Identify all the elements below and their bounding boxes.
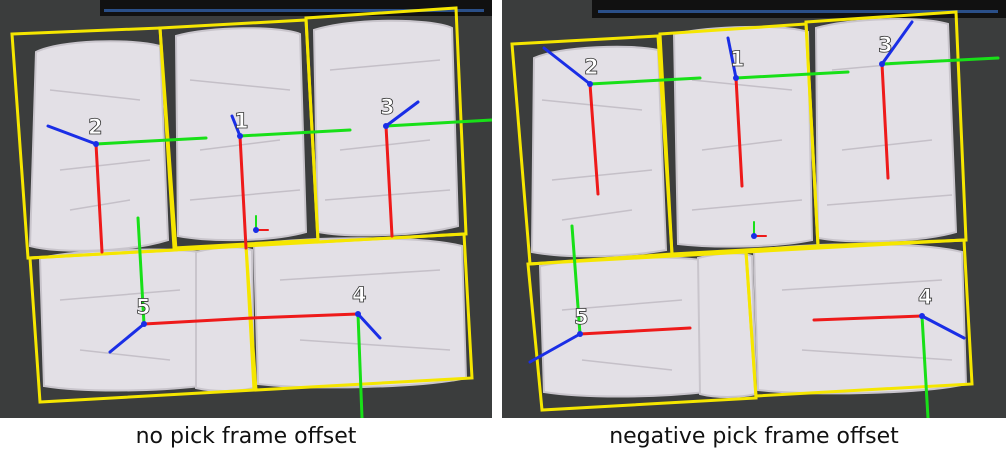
- caption-no-offset: no pick frame offset: [135, 424, 357, 449]
- blue-strip: [104, 9, 484, 12]
- wrinkles: [541, 59, 953, 371]
- pallet-photo: 1 2 3 4 5: [0, 0, 492, 418]
- bag-label-4: 4: [352, 283, 367, 307]
- frame-3: [383, 100, 492, 238]
- bag-label-5: 5: [136, 295, 151, 319]
- bag-label-1: 1: [730, 47, 745, 71]
- bounding-boxes: [510, 10, 974, 412]
- bounding-boxes: [10, 6, 474, 404]
- bbox-3: [304, 6, 468, 244]
- caption-negative-offset: negative pick frame offset: [609, 424, 899, 449]
- photo-panel-no-offset: 1 2 3 4 5: [0, 0, 492, 418]
- photo-panel-negative-offset: 1 2 3 4 5: [502, 0, 1006, 418]
- frame-2: [46, 124, 208, 254]
- bag-label-2: 2: [88, 115, 103, 139]
- bbox-3: [804, 10, 968, 248]
- bbox-5: [28, 244, 256, 404]
- bag-label-5: 5: [574, 305, 589, 329]
- frame-4: [812, 313, 966, 418]
- bag-label-1: 1: [234, 109, 249, 133]
- bbox-5: [526, 250, 758, 412]
- top-edge: [592, 0, 1006, 18]
- bag-2-body: [28, 40, 170, 252]
- bag-label-3: 3: [878, 33, 893, 57]
- bag-label-4: 4: [918, 285, 933, 309]
- frame-5: [528, 224, 692, 364]
- bbox-4: [244, 232, 474, 392]
- pick-frames: [528, 20, 1000, 418]
- frame-1: [230, 114, 352, 250]
- frame-5: [108, 216, 254, 354]
- frame-2: [542, 46, 702, 196]
- bag-5-body: [38, 248, 201, 392]
- world-origin-frame: [253, 215, 269, 233]
- frame-1: [726, 36, 850, 188]
- pallet-photo: 1 2 3 4 5: [502, 0, 1006, 418]
- bag-labels: 1 2 3 4 5: [574, 33, 933, 330]
- world-origin-frame: [751, 221, 767, 239]
- bag-label-2: 2: [584, 55, 599, 79]
- bag-labels: 1 2 3 4 5: [88, 95, 395, 320]
- top-edge: [100, 0, 492, 16]
- frame-3: [879, 20, 1000, 180]
- blue-strip: [598, 10, 998, 13]
- bbox-4: [744, 238, 974, 398]
- pick-frames: [46, 100, 492, 418]
- bag-2-body: [530, 45, 668, 258]
- frame-4: [250, 311, 382, 418]
- bag-label-3: 3: [380, 95, 395, 119]
